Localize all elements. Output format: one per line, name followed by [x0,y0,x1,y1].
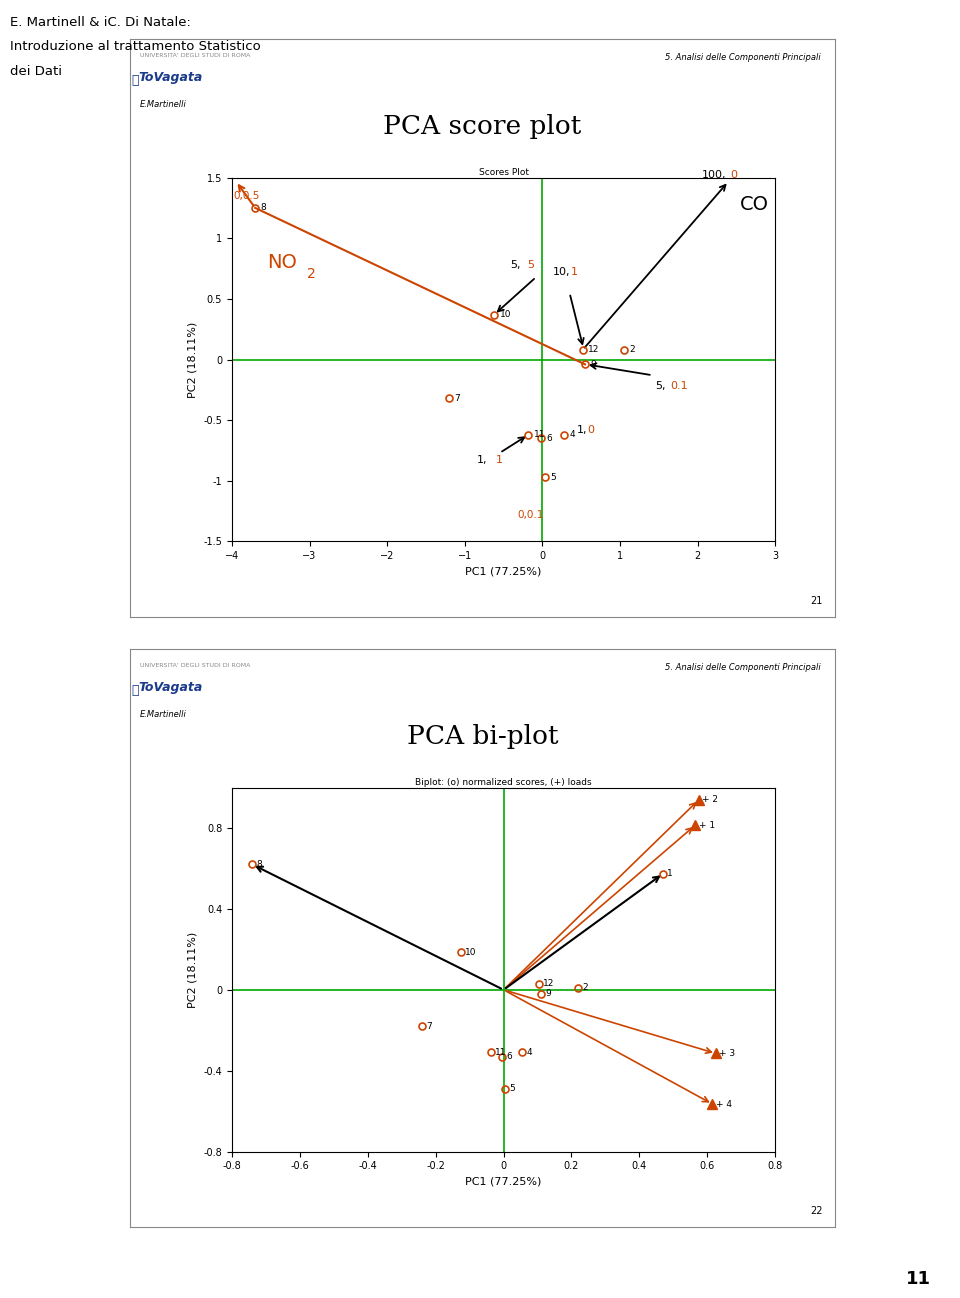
Text: 1: 1 [667,870,673,877]
Text: 5. Analisi delle Componenti Principali: 5. Analisi delle Componenti Principali [665,663,821,672]
Text: 5. Analisi delle Componenti Principali: 5. Analisi delle Componenti Principali [665,53,821,62]
Text: 0,0.1: 0,0.1 [517,510,544,519]
Text: CO: CO [740,195,769,214]
Title: Scores Plot: Scores Plot [479,167,529,177]
Text: 1,: 1, [577,424,588,435]
Text: ToVagata: ToVagata [138,70,203,83]
Text: 7: 7 [455,393,461,402]
Text: 1: 1 [495,456,503,465]
Y-axis label: PC2 (18.11%): PC2 (18.11%) [188,932,198,1007]
Text: + 3: + 3 [719,1049,735,1058]
Text: 2: 2 [583,984,588,992]
Text: NO: NO [267,253,297,271]
Text: Ⓤ: Ⓤ [132,684,139,697]
Text: 5,: 5, [655,382,665,391]
Text: 7: 7 [426,1022,432,1031]
Text: 0,0.5: 0,0.5 [233,191,260,201]
Text: 12: 12 [543,979,554,988]
Text: 11: 11 [495,1047,507,1057]
Title: Biplot: (o) normalized scores, (+) loads: Biplot: (o) normalized scores, (+) loads [416,778,592,787]
Text: 2: 2 [307,267,316,282]
X-axis label: PC1 (77.25%): PC1 (77.25%) [466,1177,541,1186]
Text: 5: 5 [527,260,534,270]
Text: 10: 10 [500,310,511,319]
Text: 11: 11 [534,430,545,439]
Text: + 1: + 1 [699,820,715,829]
Text: 8: 8 [260,204,266,213]
Text: 6: 6 [546,434,552,443]
Text: ToVagata: ToVagata [138,680,203,693]
Text: + 4: + 4 [716,1099,732,1108]
Text: 4: 4 [526,1047,532,1057]
Text: 5,: 5, [510,260,520,270]
Text: 11: 11 [906,1269,931,1288]
Text: E.Martinelli: E.Martinelli [140,100,187,109]
Text: 9: 9 [590,360,596,369]
Text: E.Martinelli: E.Martinelli [140,710,187,719]
Text: 9: 9 [545,989,551,998]
Text: 12: 12 [588,345,600,354]
Text: 10: 10 [466,948,477,957]
Text: Ⓤ: Ⓤ [132,74,139,87]
Text: 100,: 100, [702,170,726,180]
Text: 22: 22 [810,1206,823,1216]
Text: E. Martinell & iC. Di Natale:: E. Martinell & iC. Di Natale: [10,16,190,29]
Text: Introduzione al trattamento Statistico: Introduzione al trattamento Statistico [10,40,260,53]
Text: 21: 21 [810,596,823,606]
Text: 0: 0 [588,424,594,435]
Text: 5: 5 [550,472,556,482]
Text: 0.1: 0.1 [670,382,688,391]
Text: 0: 0 [731,170,737,180]
Text: UNIVERSITA' DEGLI STUDI DI ROMA: UNIVERSITA' DEGLI STUDI DI ROMA [140,663,251,668]
Text: + 2: + 2 [702,796,718,805]
Text: 1: 1 [571,267,578,278]
Text: 2: 2 [630,345,635,354]
Text: 1,: 1, [476,456,487,465]
Text: PCA bi-plot: PCA bi-plot [407,724,558,749]
Text: 8: 8 [256,861,262,868]
Text: 6: 6 [506,1051,512,1060]
Text: UNIVERSITA' DEGLI STUDI DI ROMA: UNIVERSITA' DEGLI STUDI DI ROMA [140,53,251,58]
Text: PCA score plot: PCA score plot [383,114,582,139]
Text: dei Dati: dei Dati [10,65,61,78]
Text: 4: 4 [569,430,575,439]
X-axis label: PC1 (77.25%): PC1 (77.25%) [466,567,541,576]
Y-axis label: PC2 (18.11%): PC2 (18.11%) [188,322,198,397]
Text: 10,: 10, [553,267,571,278]
Text: 5: 5 [510,1084,516,1093]
